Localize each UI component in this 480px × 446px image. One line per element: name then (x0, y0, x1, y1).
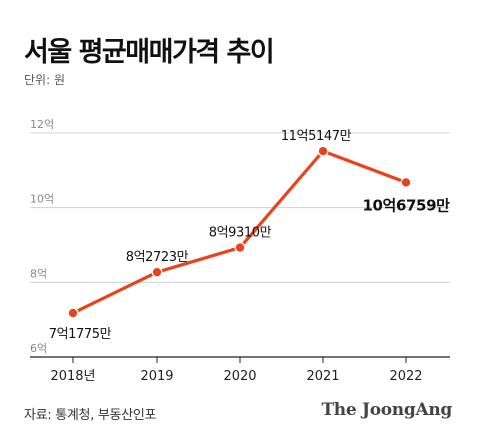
y-tick-label: 10억 (30, 193, 54, 206)
x-tick-label: 2020 (223, 369, 256, 384)
x-tick-label: 2021 (306, 369, 339, 384)
data-label: 8억2723만 (126, 250, 189, 265)
source-note: 자료: 통계청, 부동산인포 (24, 408, 157, 423)
chart-title: 서울 평균매매가격 추이 (24, 37, 275, 68)
x-tick-label: 2019 (140, 369, 173, 384)
y-tick-labels: 6억 8억 10억 12억 (30, 118, 54, 355)
data-point (400, 176, 412, 188)
y-tick-label: 12억 (30, 118, 54, 131)
y-tick-label: 6억 (30, 342, 47, 355)
data-label: 8억9310만 (209, 226, 272, 241)
data-points (67, 145, 412, 319)
data-point (151, 266, 163, 278)
x-tick-label: 2022 (389, 369, 422, 384)
unit-label: 단위: 원 (24, 73, 65, 87)
data-point (67, 307, 79, 319)
x-tick-labels: 2018년 2019 2020 2021 2022 (50, 369, 422, 384)
y-tick-label: 8억 (30, 267, 47, 280)
x-tick-label: 2018년 (50, 369, 95, 384)
data-point (317, 145, 329, 157)
grid-lines (30, 132, 450, 283)
data-label: 7억1775만 (49, 327, 112, 342)
publisher-logo: The JoongAng (321, 400, 452, 420)
data-label: 11억5147만 (281, 129, 352, 144)
x-axis (30, 356, 450, 363)
data-point (234, 242, 246, 254)
data-label: 10억6759만 (362, 196, 450, 214)
data-labels: 7억1775만 8억2723만 8억9310만 11억5147만 10억6759만 (49, 129, 451, 342)
